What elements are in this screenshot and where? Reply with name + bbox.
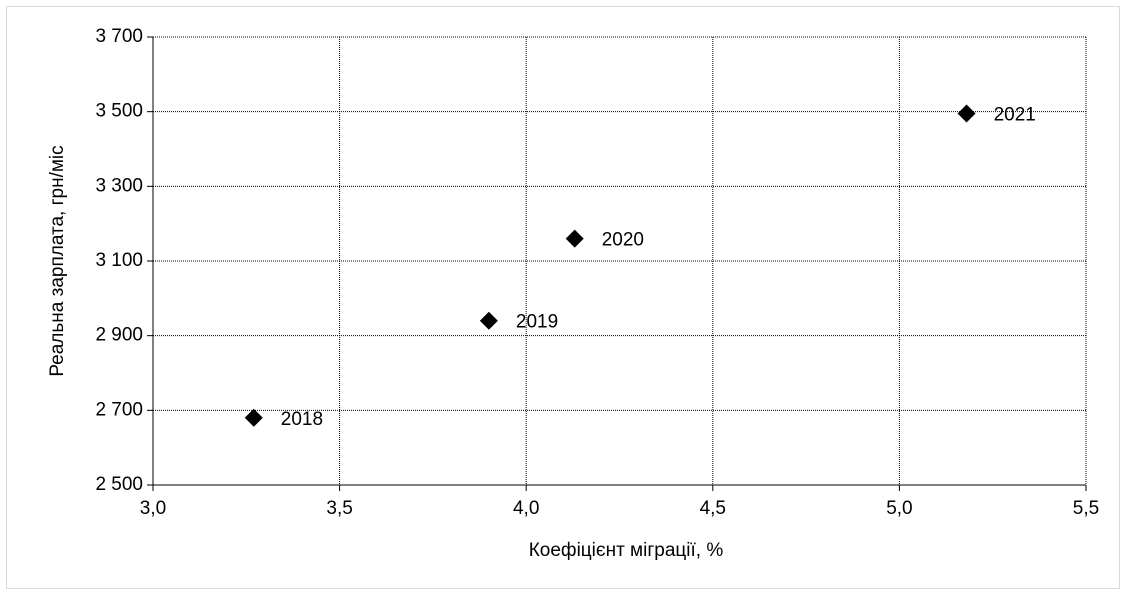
x-tick-label: 4,5 [700, 498, 726, 519]
y-axis-label: Реальна зарплата, грн/міс [47, 145, 68, 376]
y-tick-label: 2 900 [95, 325, 143, 346]
x-axis-label: Коефіцієнт міграції, % [529, 540, 724, 561]
x-tick-label: 4,0 [513, 498, 539, 519]
y-tick-label: 3 300 [95, 175, 143, 196]
y-tick-label: 3 700 [95, 26, 143, 47]
x-tick-label: 3,0 [140, 498, 166, 519]
x-tick-label: 5,0 [886, 498, 912, 519]
y-tick-label: 3 100 [95, 250, 143, 271]
x-tick-label: 3,5 [326, 498, 352, 519]
data-label: 2018 [281, 409, 323, 430]
y-tick-label: 2 500 [95, 474, 143, 495]
data-point [565, 229, 584, 248]
data-point [479, 311, 498, 330]
data-label: 2020 [602, 230, 644, 251]
data-point [957, 104, 976, 123]
data-label: 2021 [994, 105, 1036, 126]
chart-frame [6, 6, 1120, 589]
data-point [244, 408, 263, 427]
x-tick-label: 5,5 [1073, 498, 1099, 519]
data-label: 2019 [516, 312, 558, 333]
y-tick-label: 3 500 [95, 101, 143, 122]
y-tick-label: 2 700 [95, 399, 143, 420]
